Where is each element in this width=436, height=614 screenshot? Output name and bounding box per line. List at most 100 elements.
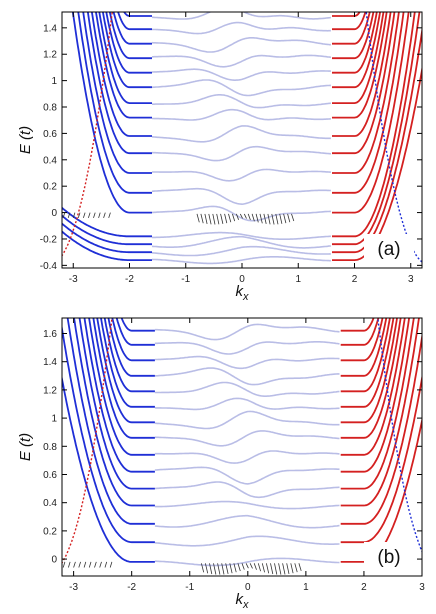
spin-arrow	[251, 213, 255, 222]
right-band	[340, 373, 422, 544]
middle-band	[154, 323, 340, 341]
y-tick-label: 1.2	[43, 50, 57, 61]
panel-label-box	[364, 234, 414, 262]
y-tick-label: 0.6	[43, 129, 57, 140]
middle-band	[151, 235, 331, 249]
spin-arrow	[298, 563, 302, 572]
spin-arrow	[253, 563, 257, 570]
y-tick-label: 0.8	[43, 442, 57, 453]
y-tick-label: 1.2	[43, 385, 57, 396]
middle-band	[152, 168, 331, 182]
middle-band	[154, 367, 340, 386]
panel-label-box	[364, 542, 414, 570]
spin-arrow	[103, 212, 106, 219]
spin-arrow	[201, 563, 205, 573]
left-band	[66, 318, 155, 525]
spin-arrow	[243, 213, 247, 219]
x-tick-label: -3	[69, 274, 78, 285]
right-band	[340, 318, 375, 332]
spin-arrow	[83, 212, 86, 219]
spin-arrow	[77, 212, 81, 219]
left-band	[88, 318, 155, 456]
middle-band	[154, 410, 340, 430]
middle-band	[154, 430, 340, 447]
spin-arrow	[249, 563, 253, 569]
spin-arrow	[104, 561, 108, 568]
right-band	[332, 12, 385, 104]
spin-arrow	[283, 213, 287, 224]
y-axis-label: E (t)	[17, 126, 34, 154]
spin-arrow	[88, 212, 91, 219]
x-tick-label: 0	[245, 582, 251, 593]
spin-arrow	[108, 212, 111, 219]
spin-arrow	[278, 563, 282, 575]
middle-band	[154, 481, 340, 499]
spin-arrow	[205, 563, 209, 574]
y-tick-label: 1	[51, 414, 57, 425]
spin-arrow	[271, 213, 275, 225]
left-band	[115, 318, 155, 346]
middle-band	[151, 256, 331, 265]
middle-band	[152, 68, 331, 81]
middle-band	[151, 79, 331, 97]
spin-arrow	[247, 213, 251, 221]
middle-band	[154, 514, 340, 529]
x-tick-label: 1	[295, 274, 301, 285]
right-band	[332, 12, 375, 60]
spin-arrow	[94, 561, 97, 568]
spin-arrow	[282, 563, 286, 575]
middle-band	[152, 108, 331, 121]
spin-arrow	[62, 212, 66, 219]
right-band	[332, 12, 388, 119]
right-band	[340, 318, 415, 490]
left-band	[62, 230, 152, 261]
left-band	[78, 318, 155, 490]
spin-arrow	[290, 563, 294, 574]
right-band	[332, 12, 371, 45]
x-tick-label: -2	[125, 274, 134, 285]
x-tick-label: 2	[361, 582, 367, 593]
spin-arrow	[291, 213, 295, 222]
left-band	[82, 12, 152, 174]
middle-band	[154, 397, 340, 411]
right-band	[340, 318, 380, 346]
left-band	[62, 222, 152, 254]
left-band	[73, 318, 155, 507]
left-band	[112, 12, 152, 45]
x-tick-label: 3	[408, 274, 414, 285]
y-tick-label: -0.4	[40, 261, 58, 272]
y-tick-label: 0.4	[43, 498, 57, 509]
spin-arrow	[221, 563, 225, 575]
right-band	[340, 318, 391, 393]
right-band	[340, 318, 384, 362]
spin-arrow	[93, 212, 96, 219]
middle-band	[151, 205, 331, 222]
spin-arrow	[99, 561, 102, 568]
middle-band	[152, 94, 331, 109]
x-tick-label: -2	[127, 582, 136, 593]
right-band	[340, 318, 395, 408]
left-band	[96, 318, 155, 424]
x-tick-label: 0	[239, 274, 245, 285]
left-band	[62, 206, 152, 238]
panel-label: (b)	[377, 547, 400, 568]
middle-band	[151, 187, 331, 206]
middle-band	[151, 21, 331, 35]
middle-band	[154, 500, 340, 510]
middle-band	[152, 54, 332, 68]
middle-band	[152, 12, 332, 20]
middle-band	[151, 125, 331, 143]
spin-arrow	[213, 563, 217, 575]
spin-arrow	[98, 212, 101, 219]
spin-arrow	[224, 213, 228, 224]
spin-arrow	[294, 563, 298, 573]
spin-arrow	[241, 563, 245, 570]
spin-arrow	[237, 563, 241, 572]
x-tick-label: -1	[181, 274, 190, 285]
left-band	[105, 12, 152, 74]
spin-arrow	[220, 213, 224, 224]
spin-arrow	[274, 563, 278, 575]
spin-arrow	[229, 563, 233, 574]
spin-arrow	[266, 563, 270, 574]
x-axis-label: kx	[236, 591, 250, 611]
